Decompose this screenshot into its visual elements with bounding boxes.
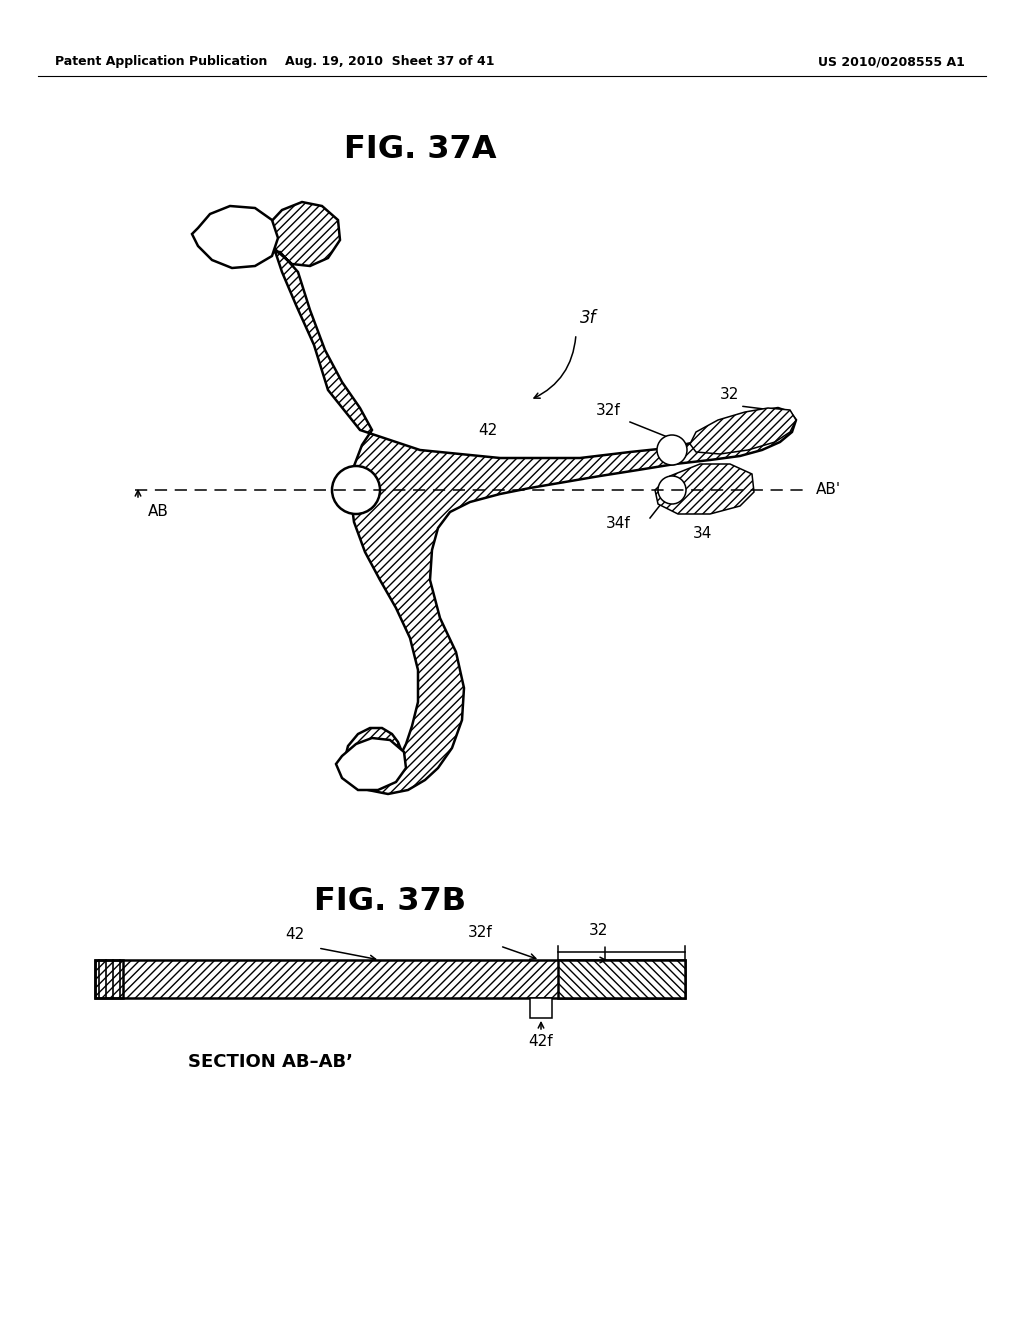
Text: 42: 42 [478,422,498,438]
Text: AB': AB' [816,483,841,498]
Text: 42f: 42f [528,1034,553,1049]
Text: 34f: 34f [605,516,631,531]
Polygon shape [655,465,754,513]
Polygon shape [268,202,796,795]
Bar [558,960,685,998]
Circle shape [658,477,686,504]
Text: 42: 42 [286,927,304,942]
Text: SECTION AB–AB’: SECTION AB–AB’ [187,1053,352,1071]
Text: AB: AB [148,504,169,519]
Circle shape [332,466,380,513]
Bar [530,998,552,1018]
Bar [95,960,685,998]
Text: FIG. 37A: FIG. 37A [344,135,497,165]
Text: 34: 34 [692,525,712,541]
Text: 32: 32 [720,387,739,403]
Text: 3f: 3f [580,309,597,327]
Text: 32f: 32f [596,403,621,418]
Text: –10: –10 [722,483,749,498]
Polygon shape [193,206,278,268]
Text: US 2010/0208555 A1: US 2010/0208555 A1 [818,55,965,69]
Text: 32: 32 [589,923,607,939]
Text: Aug. 19, 2010  Sheet 37 of 41: Aug. 19, 2010 Sheet 37 of 41 [286,55,495,69]
Polygon shape [336,738,406,789]
Text: FIG. 37B: FIG. 37B [314,887,466,917]
Text: Patent Application Publication: Patent Application Publication [55,55,267,69]
Bar [95,960,123,998]
Text: 32f: 32f [468,925,493,940]
Polygon shape [690,408,796,454]
Circle shape [657,436,687,465]
